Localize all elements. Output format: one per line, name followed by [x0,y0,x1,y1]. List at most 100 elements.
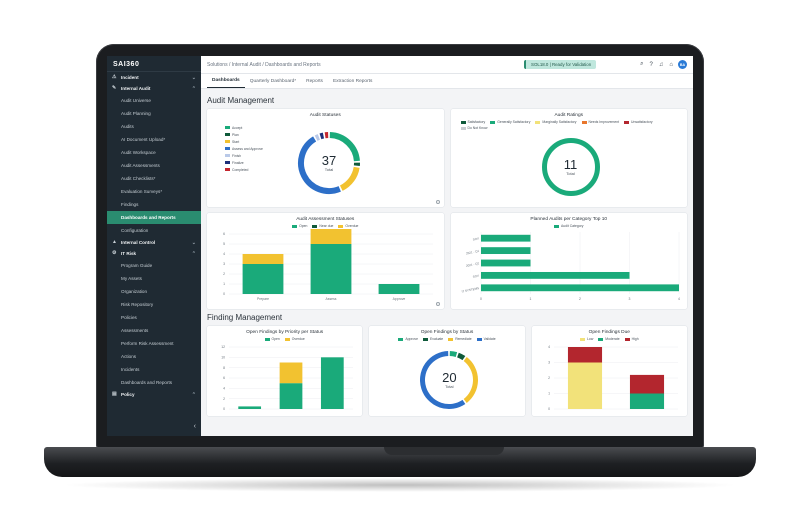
sidebar-item-audit-universe[interactable]: Audit Universe [121,98,151,103]
bar-open-prepare [242,264,284,294]
collapse-sidebar-icon[interactable]: ‹ [193,423,196,430]
sidebar-item-dashboards-and-reports[interactable]: Dashboards and Reports [107,211,201,224]
donut-segment[interactable] [319,132,325,140]
sidebar-item-my-assets[interactable]: My Assets [121,276,142,281]
legend-item[interactable]: Approve [398,337,418,341]
chevron-up-icon: ⌃ [191,250,196,257]
sidebar-item-dashboards-and-reports[interactable]: Dashboards and Reports [121,380,173,385]
donut-segment[interactable] [541,138,600,196]
sidebar-item-audit-planning[interactable]: Audit Planning [121,111,151,116]
legend-item[interactable]: Completed [225,166,263,173]
legend-item[interactable]: Moderate [598,337,620,341]
legend-item[interactable]: Validate [476,337,496,341]
sidebar-item-program-guide[interactable]: Program Guide [121,263,153,268]
bar-open-moderate [279,383,303,409]
legend-item[interactable]: Plan [225,131,263,138]
sidebar-item-audit-checklists[interactable]: Audit Checklists* [121,176,156,181]
sidebar-item-perform-risk-assessment[interactable]: Perform Risk Assessment [121,341,174,346]
sidebar-section-internal-control[interactable]: ▲ Internal Control ⌄ [107,237,201,248]
legend-item[interactable]: Remediate [448,337,472,341]
donut-segment[interactable] [339,166,360,191]
legend-item[interactable]: Do Not Know [460,126,487,130]
audit-ratings-donut[interactable]: 11 Total [541,137,601,197]
legend-item[interactable]: Overdue [284,337,305,341]
assessment-statuses-chart: 0 1 2 3 4 5 6 Prepare Assess Approve [223,229,433,301]
sidebar-item-assessments[interactable]: Assessments [121,328,149,333]
tab-extraction-reports[interactable]: Extraction Reports [332,79,373,84]
sidebar-item-audit-workspace[interactable]: Audit Workspace [121,150,156,155]
legend-item[interactable]: Open [292,224,307,228]
legend-swatch [624,337,630,341]
sidebar-section-incident[interactable]: ⚠ Incident ⌄ [107,72,201,83]
legend-item[interactable]: Needs Improvement [581,120,619,124]
y-tick-label: 2 [548,376,550,380]
breadcrumb[interactable]: Solutions / Internal Audit / Dashboards … [207,61,321,68]
notification-bell-icon[interactable]: ♫ [658,61,664,68]
legend-item[interactable]: High [624,337,639,341]
legend-swatch [312,224,318,228]
sidebar-nav: ⚠ Incident ⌄ ✎ Internal Audit ⌃ Audit Universe… [107,72,201,422]
legend-label: Near due [319,224,334,228]
environment-badge: SOL18.0 | Ready for Validation [524,60,597,69]
sidebar-section-it-risk[interactable]: ⚙ IT Risk ⌃ [107,248,201,259]
legend-swatch [460,120,466,124]
legend-item[interactable]: Generally Satisfactory [490,120,530,124]
findings-status-total-label: Total [445,384,454,389]
donut-segment[interactable] [463,357,479,403]
findings-status-donut[interactable]: 20 Total [419,350,479,410]
sidebar-item-evaluation-surveys[interactable]: Evaluation Surveys* [121,189,163,194]
home-icon[interactable]: ⌂ [669,61,673,68]
sidebar-section-policy[interactable]: ▤ Policy ⌃ [107,389,201,400]
legend-item[interactable]: Satisfactory [460,120,485,124]
sidebar-item-organization[interactable]: Organization [121,289,148,294]
findings-priority-legend: Open Overdue [207,335,362,341]
donut-segment[interactable] [449,351,458,357]
legend-item[interactable]: Audit Category [554,224,583,228]
info-icon[interactable] [435,200,440,204]
legend-item[interactable]: Finalize [225,159,263,166]
legend-item[interactable]: Assess and Approve [225,145,263,152]
sidebar-item-ai-document-upload[interactable]: AI Document Upload* [121,137,166,142]
legend-item[interactable]: Evaluate [423,337,443,341]
finding-management-title: Finding Management [207,313,283,322]
donut-segment[interactable] [457,352,466,361]
search-icon[interactable]: ⌕ [640,61,644,67]
legend-item[interactable]: Accept [225,124,263,131]
sidebar-item-risk-repository[interactable]: Risk Repository [121,302,154,307]
audit-row-2: Audit Assessment Statuses Open Near due Ov… [207,213,687,309]
donut-segment[interactable] [420,351,466,409]
tab-dashboards[interactable]: Dashboards [207,78,245,88]
sidebar-item-findings[interactable]: Findings [121,202,139,207]
sidebar-item-configuration[interactable]: Configuration [121,228,149,233]
legend-item[interactable]: Start [225,138,263,145]
legend-item[interactable]: Unsatisfactory [624,120,653,124]
help-icon[interactable]: ? [649,61,653,68]
tab-reports[interactable]: Reports [306,79,323,84]
legend-item[interactable]: Low [580,337,593,341]
sidebar-section-internal-audit[interactable]: ✎ Internal Audit ⌃ [107,83,201,94]
y-tick-label: 6 [223,232,225,236]
sidebar-item-policies[interactable]: Policies [121,315,137,320]
sidebar-item-audit-assessments[interactable]: Audit Assessments [121,163,160,168]
audit-statuses-title: Audit Statuses [309,113,341,118]
legend-item[interactable]: Marginally Satisfactory [535,120,577,124]
sidebar-item-incidents[interactable]: Incidents [121,367,140,372]
donut-segment[interactable] [298,136,341,194]
donut-segment[interactable] [329,132,360,162]
x-tick-label: Assess [326,297,337,301]
legend-item[interactable]: Finish [225,152,263,159]
planned-audits-card: Planned Audits per Category Top 10 Audit… [450,213,687,309]
legend-item[interactable]: Near due [312,224,333,228]
avatar[interactable]: BA [678,60,687,69]
legend-swatch [225,154,230,157]
sidebar-item-actions[interactable]: Actions [121,354,137,359]
sidebar-item-audits[interactable]: Audits [121,124,134,129]
info-icon[interactable] [435,302,440,306]
laptop-shadow [60,478,740,492]
donut-segment[interactable] [314,134,321,141]
y-tick-label: 12 [221,345,225,349]
legend-item[interactable]: Open [264,337,280,341]
tab-quarterly-dashboard[interactable]: Quarterly Dashboard* [249,79,297,84]
legend-item[interactable]: Overdue [338,224,358,228]
audit-statuses-donut[interactable]: 37 Total [297,131,361,195]
